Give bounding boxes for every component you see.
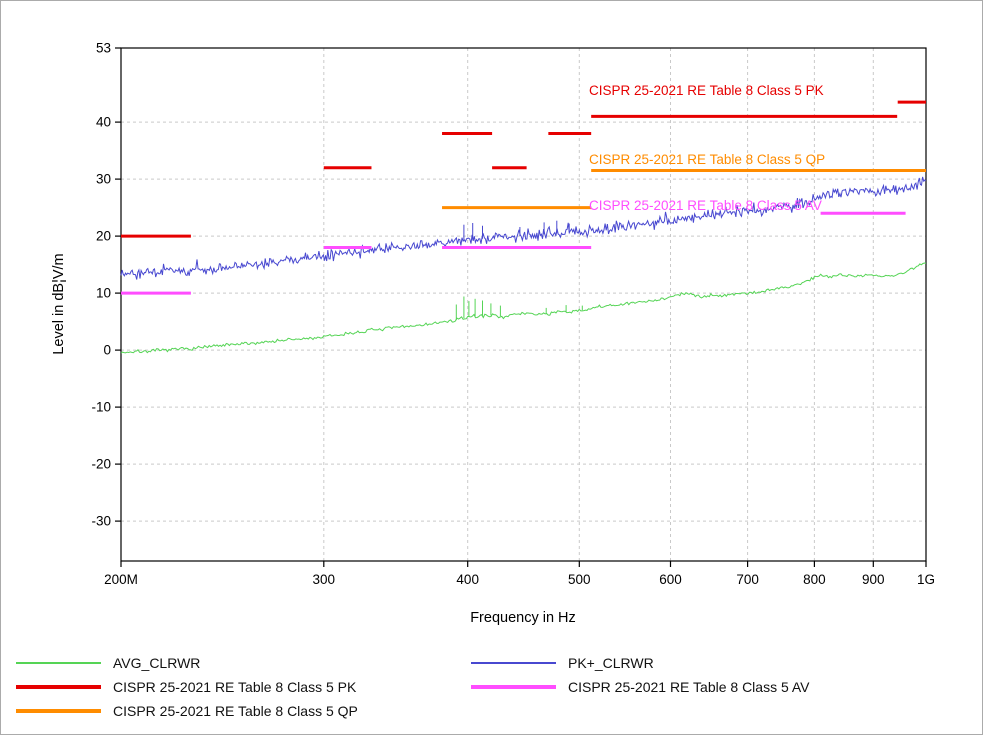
- x-tick-label: 700: [736, 572, 759, 587]
- limit-annotation: CISPR 25-2021 RE Table 8 Class 5 QP: [589, 152, 825, 167]
- x-tick-label: 400: [456, 572, 479, 587]
- legend-item-cispr-av-limit: CISPR 25-2021 RE Table 8 Class 5 AV: [471, 678, 810, 696]
- x-tick-label: 300: [313, 572, 336, 587]
- plot-border: [120, 47, 927, 562]
- y-tick-label: -10: [91, 400, 111, 415]
- legend-item-avg-clrwr: AVG_CLRWR: [16, 654, 200, 672]
- av-limit-line-swatch: [471, 685, 556, 689]
- legend-label-pk-clrwr: PK+_CLRWR: [568, 655, 654, 671]
- y-tick-label: -30: [91, 514, 111, 529]
- y-tick-label: 30: [96, 172, 111, 187]
- y-tick-label: 40: [96, 115, 111, 130]
- trace-avg-clrwr: [120, 262, 927, 354]
- y-tick-label: -20: [91, 457, 111, 472]
- limit-annotation: CISPR 25-2021 RE Table 8 Class 5 PK: [589, 83, 824, 98]
- avg-trace-line-swatch: [16, 662, 101, 664]
- y-tick-label: 10: [96, 286, 111, 301]
- x-tick-label: 1G: [917, 572, 935, 587]
- legend: AVG_CLRWR CISPR 25-2021 RE Table 8 Class…: [1, 646, 982, 732]
- x-axis-title: Frequency in Hz: [470, 610, 576, 626]
- legend-item-cispr-qp-limit: CISPR 25-2021 RE Table 8 Class 5 QP: [16, 702, 358, 720]
- pk-trace-line-swatch: [471, 662, 556, 664]
- qp-limit-line-swatch: [16, 709, 101, 713]
- x-tick-label: 500: [568, 572, 591, 587]
- y-tick-label: 20: [96, 229, 111, 244]
- legend-label-cispr-qp-limit: CISPR 25-2021 RE Table 8 Class 5 QP: [113, 703, 358, 719]
- legend-item-cispr-pk-limit: CISPR 25-2021 RE Table 8 Class 5 PK: [16, 678, 356, 696]
- legend-label-cispr-av-limit: CISPR 25-2021 RE Table 8 Class 5 AV: [568, 679, 810, 695]
- trace-pk-clrwr: [120, 176, 927, 280]
- x-tick-label: 600: [659, 572, 682, 587]
- pk-limit-line-swatch: [16, 685, 101, 689]
- limit-annotation: CISPR 25-2021 RE Table 8 Class 5 AV: [589, 198, 822, 213]
- legend-label-avg-clrwr: AVG_CLRWR: [113, 655, 201, 671]
- chart-generated-layers: 53 40 30 20 10 0 -10 -20 -30 200M 300 400 500 600 700 8…: [91, 41, 935, 588]
- legend-label-cispr-pk-limit: CISPR 25-2021 RE Table 8 Class 5 PK: [113, 679, 357, 695]
- x-tick-label: 800: [803, 572, 826, 587]
- y-tick-label: 0: [103, 343, 111, 358]
- emissions-chart: 53 40 30 20 10 0 -10 -20 -30 200M 300 400 500 600 700 8…: [51, 41, 935, 627]
- x-tick-label: 200M: [104, 572, 138, 587]
- y-axis-title: Level in dB¦V/m: [51, 253, 67, 354]
- y-tick-label: 53: [96, 41, 111, 56]
- legend-item-pk-clrwr: PK+_CLRWR: [471, 654, 654, 672]
- x-tick-label: 900: [862, 572, 885, 587]
